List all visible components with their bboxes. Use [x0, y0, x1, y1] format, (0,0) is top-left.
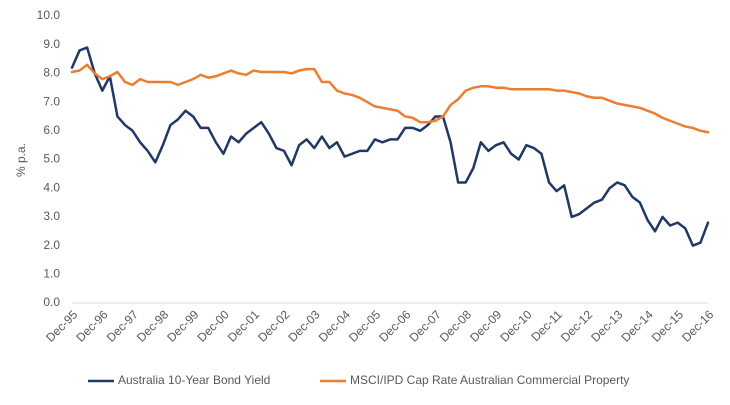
legend-label: Australia 10-Year Bond Yield	[118, 373, 270, 387]
y-tick-label: 9.0	[43, 37, 60, 51]
y-tick-label: 2.0	[43, 238, 60, 252]
legend-label: MSCI/IPD Cap Rate Australian Commercial …	[350, 373, 629, 387]
y-tick-label: 3.0	[43, 209, 60, 223]
x-tick-label: Dec-10	[497, 307, 534, 344]
x-tick-label: Dec-13	[588, 307, 625, 344]
x-tick-label: Dec-14	[619, 307, 656, 344]
y-tick-label: 10.0	[37, 8, 61, 22]
y-tick-label: 5.0	[43, 152, 60, 166]
series-line	[70, 46, 710, 247]
x-tick-label: Dec-12	[558, 307, 595, 344]
x-tick-label: Dec-04	[316, 307, 353, 344]
x-tick-label: Dec-99	[164, 307, 201, 344]
y-tick-label: 8.0	[43, 66, 60, 80]
y-axis-label: % p.a.	[14, 143, 28, 177]
x-tick-label: Dec-08	[437, 307, 474, 344]
x-tick-label: Dec-09	[467, 307, 504, 344]
x-tick-label: Dec-11	[528, 307, 565, 344]
x-tick-label: Dec-05	[346, 307, 383, 344]
x-tick-label: Dec-06	[376, 307, 413, 344]
y-tick-label: 1.0	[43, 266, 60, 280]
x-tick-label: Dec-95	[43, 307, 80, 344]
y-tick-label: 7.0	[43, 94, 60, 108]
x-tick-label: Dec-00	[195, 307, 232, 344]
x-tick-label: Dec-07	[407, 307, 444, 344]
series-line	[70, 63, 710, 134]
x-tick-label: Dec-03	[285, 307, 322, 344]
x-tick-label: Dec-16	[679, 307, 716, 344]
y-tick-label: 4.0	[43, 180, 60, 194]
x-tick-label: Dec-02	[255, 307, 292, 344]
x-tick-label: Dec-15	[649, 307, 686, 344]
y-tick-label: 0.0	[43, 295, 60, 309]
x-tick-label: Dec-98	[134, 307, 171, 344]
y-tick-label: 6.0	[43, 123, 60, 137]
x-tick-label: Dec-01	[225, 307, 262, 344]
x-tick-label: Dec-97	[104, 307, 141, 344]
x-tick-label: Dec-96	[73, 307, 110, 344]
